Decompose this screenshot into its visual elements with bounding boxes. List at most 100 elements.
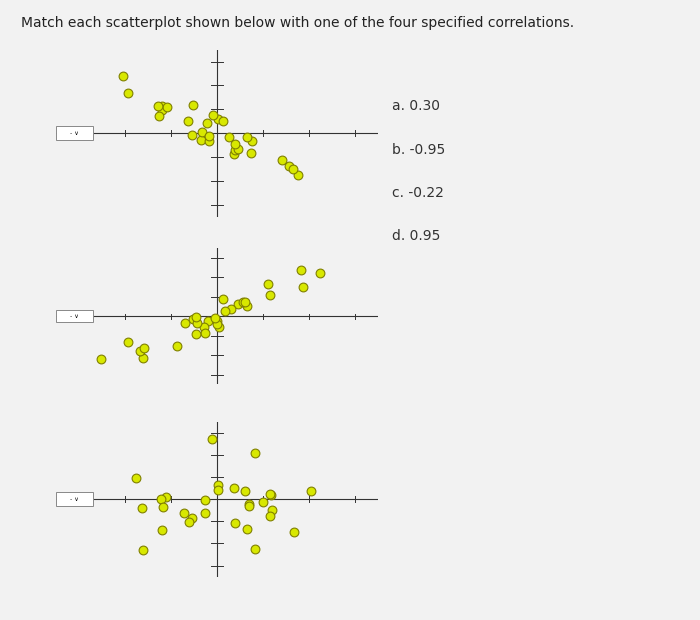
- FancyBboxPatch shape: [56, 492, 93, 506]
- Point: [137, 546, 148, 556]
- Point: [203, 316, 214, 326]
- Point: [180, 318, 191, 328]
- Point: [276, 155, 288, 165]
- Point: [153, 101, 164, 111]
- Point: [263, 279, 274, 289]
- Point: [228, 483, 239, 493]
- Point: [118, 71, 129, 81]
- Point: [178, 508, 190, 518]
- Point: [241, 524, 252, 534]
- Point: [203, 131, 214, 141]
- Point: [241, 301, 253, 311]
- Text: d. 0.95: d. 0.95: [392, 229, 440, 244]
- Point: [161, 492, 172, 502]
- Point: [186, 513, 197, 523]
- Point: [206, 434, 218, 444]
- Point: [287, 164, 298, 174]
- Point: [293, 170, 304, 180]
- Point: [249, 448, 260, 458]
- Point: [239, 298, 251, 308]
- Point: [243, 499, 254, 509]
- Point: [218, 116, 229, 126]
- Point: [188, 100, 199, 110]
- Point: [211, 316, 223, 326]
- FancyBboxPatch shape: [56, 126, 93, 141]
- Point: [229, 139, 240, 149]
- Point: [136, 503, 147, 513]
- Point: [195, 135, 206, 145]
- Point: [196, 127, 207, 137]
- Point: [218, 294, 229, 304]
- Text: - ∨: - ∨: [70, 497, 79, 502]
- Point: [201, 118, 212, 128]
- FancyBboxPatch shape: [56, 311, 93, 322]
- Point: [191, 329, 202, 339]
- Point: [156, 105, 167, 115]
- Point: [213, 480, 224, 490]
- Point: [158, 502, 169, 512]
- Point: [305, 487, 316, 497]
- Point: [229, 149, 240, 159]
- Point: [207, 110, 218, 120]
- Point: [219, 306, 230, 316]
- Text: a. 0.30: a. 0.30: [392, 99, 440, 113]
- Point: [314, 268, 326, 278]
- Point: [154, 111, 165, 121]
- Point: [246, 148, 257, 158]
- Text: - ∨: - ∨: [70, 131, 79, 136]
- Point: [258, 497, 269, 507]
- Point: [96, 355, 107, 365]
- Text: b. -0.95: b. -0.95: [392, 143, 445, 157]
- Point: [265, 291, 276, 301]
- Point: [230, 518, 241, 528]
- Point: [265, 512, 276, 521]
- Point: [237, 297, 248, 307]
- Point: [265, 489, 276, 499]
- Point: [266, 505, 277, 515]
- Point: [288, 527, 300, 537]
- Point: [265, 490, 276, 500]
- Point: [284, 161, 295, 171]
- Point: [232, 144, 244, 154]
- Point: [204, 136, 215, 146]
- Text: - ∨: - ∨: [70, 314, 79, 319]
- Point: [241, 131, 253, 141]
- Point: [246, 136, 258, 146]
- Point: [212, 115, 223, 125]
- Point: [230, 146, 241, 156]
- Point: [232, 299, 243, 309]
- Point: [162, 102, 173, 112]
- Point: [186, 130, 197, 140]
- Point: [297, 281, 308, 291]
- Point: [239, 485, 251, 495]
- Point: [183, 517, 194, 527]
- Point: [213, 485, 224, 495]
- Point: [183, 117, 194, 126]
- Point: [188, 314, 199, 324]
- Point: [134, 346, 146, 356]
- Point: [213, 322, 224, 332]
- Point: [138, 353, 149, 363]
- Point: [198, 322, 209, 332]
- Point: [211, 319, 223, 329]
- Point: [249, 544, 260, 554]
- Point: [295, 265, 306, 275]
- Point: [225, 304, 237, 314]
- Point: [138, 343, 149, 353]
- Point: [192, 319, 203, 329]
- Point: [156, 525, 167, 534]
- Point: [243, 501, 254, 511]
- Point: [190, 312, 202, 322]
- Point: [172, 341, 183, 351]
- Point: [199, 495, 211, 505]
- Point: [223, 132, 235, 142]
- Point: [155, 494, 167, 504]
- Point: [209, 313, 220, 323]
- Text: c. -0.22: c. -0.22: [392, 186, 444, 200]
- Point: [122, 88, 134, 98]
- Point: [199, 508, 211, 518]
- Point: [122, 337, 134, 347]
- Point: [130, 473, 141, 483]
- Point: [156, 101, 167, 111]
- Text: Match each scatterplot shown below with one of the four specified correlations.: Match each scatterplot shown below with …: [21, 16, 574, 30]
